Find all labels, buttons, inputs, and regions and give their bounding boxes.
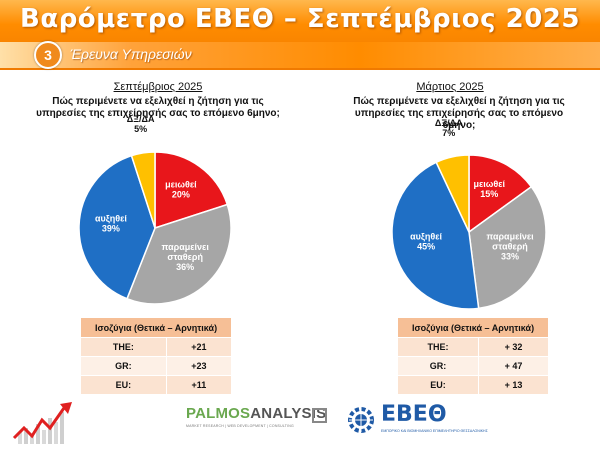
palmos-brand-a: PALMOS — [186, 405, 251, 422]
balance-value: + 32 — [477, 337, 550, 357]
balance-value: +23 — [165, 356, 233, 376]
section-title: Έρευνα Υπηρεσιών — [70, 46, 192, 62]
palmos-box-icon — [312, 408, 327, 423]
balance-header: Ισοζύγια (Θετικά – Αρνητικά) — [397, 317, 549, 338]
pie-slice — [154, 151, 229, 230]
balance-region: THE: — [397, 337, 479, 357]
balance-value: + 13 — [477, 375, 550, 395]
slice-label: ΔΞ/ΔΑ 5% — [127, 114, 155, 134]
chart-title-left: Σεπτέμβριος 2025 — [113, 81, 203, 93]
gear-icon — [348, 407, 374, 433]
balance-region: EU: — [397, 375, 479, 395]
ebeo-tagline: ΕΜΠΟΡΙΚΟ ΚΑΙ ΒΙΟΜΗΧΑΝΙΚΟ ΕΠΙΜΕΛΗΤΗΡΙΟ ΘΕ… — [381, 429, 488, 433]
balance-value: +11 — [165, 375, 233, 395]
balance-region: THE: — [80, 337, 167, 357]
slice-label: μειωθεί 20% — [165, 179, 197, 199]
section-number-badge: 3 — [34, 41, 62, 69]
pie-slice — [126, 203, 232, 305]
balance-value: + 47 — [477, 356, 550, 376]
trend-arrow-icon — [12, 402, 72, 444]
palmos-analysis-logo: PALMOSANALYSIS MARKET RESEARCH | WEB DEV… — [186, 405, 327, 435]
balance-value: +21 — [165, 337, 233, 357]
chart-title-right: Μάρτιος 2025 — [416, 81, 484, 93]
chart-question-right: Πώς περιμένετε να εξελιχθεί η ζήτηση για… — [353, 96, 565, 131]
section-bar — [0, 42, 600, 68]
slice-label: αυξηθεί 39% — [95, 214, 127, 234]
pie-slice — [78, 154, 156, 300]
palmos-brand-b: ANALYSIS — [250, 405, 327, 422]
balance-region: GR: — [397, 356, 479, 376]
pie-slice — [130, 151, 156, 229]
ebeo-name: ΕΒΕΘ — [381, 402, 447, 427]
balance-region: EU: — [80, 375, 167, 395]
balance-header: Ισοζύγια (Θετικά – Αρνητικά) — [80, 317, 232, 338]
ebeo-logo: ΕΒΕΘ ΕΜΠΟΡΙΚΟ ΚΑΙ ΒΙΟΜΗΧΑΝΙΚΟ ΕΠΙΜΕΛΗΤΗΡ… — [345, 402, 488, 440]
palmos-tagline: MARKET RESEARCH | WEB DEVELOPMENT | CONS… — [186, 424, 294, 428]
balance-table-right: Ισοζύγια (Θετικά – Αρνητικά) THE: + 32 GR… — [397, 317, 550, 395]
page-title: Βαρόμετρο ΕΒΕΘ – Σεπτέμβριος 2025 — [20, 4, 580, 34]
balance-table-left: Ισοζύγια (Θετικά – Αρνητικά) THE: +21 GR:… — [80, 317, 233, 395]
slice-label: παραμείνει σταθερή 36% — [162, 242, 210, 272]
balance-region: GR: — [80, 356, 167, 376]
chart-question-left: Πώς περιμένετε να εξελιχθεί η ζήτηση για… — [36, 96, 280, 119]
